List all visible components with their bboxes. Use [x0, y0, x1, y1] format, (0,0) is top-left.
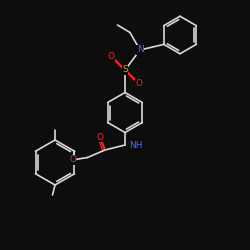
- Text: NH: NH: [129, 140, 142, 149]
- Text: O: O: [108, 52, 115, 61]
- Text: O: O: [135, 79, 142, 88]
- Text: S: S: [122, 66, 128, 74]
- Text: O: O: [69, 156, 76, 164]
- Text: O: O: [96, 133, 103, 142]
- Text: N: N: [136, 46, 143, 54]
